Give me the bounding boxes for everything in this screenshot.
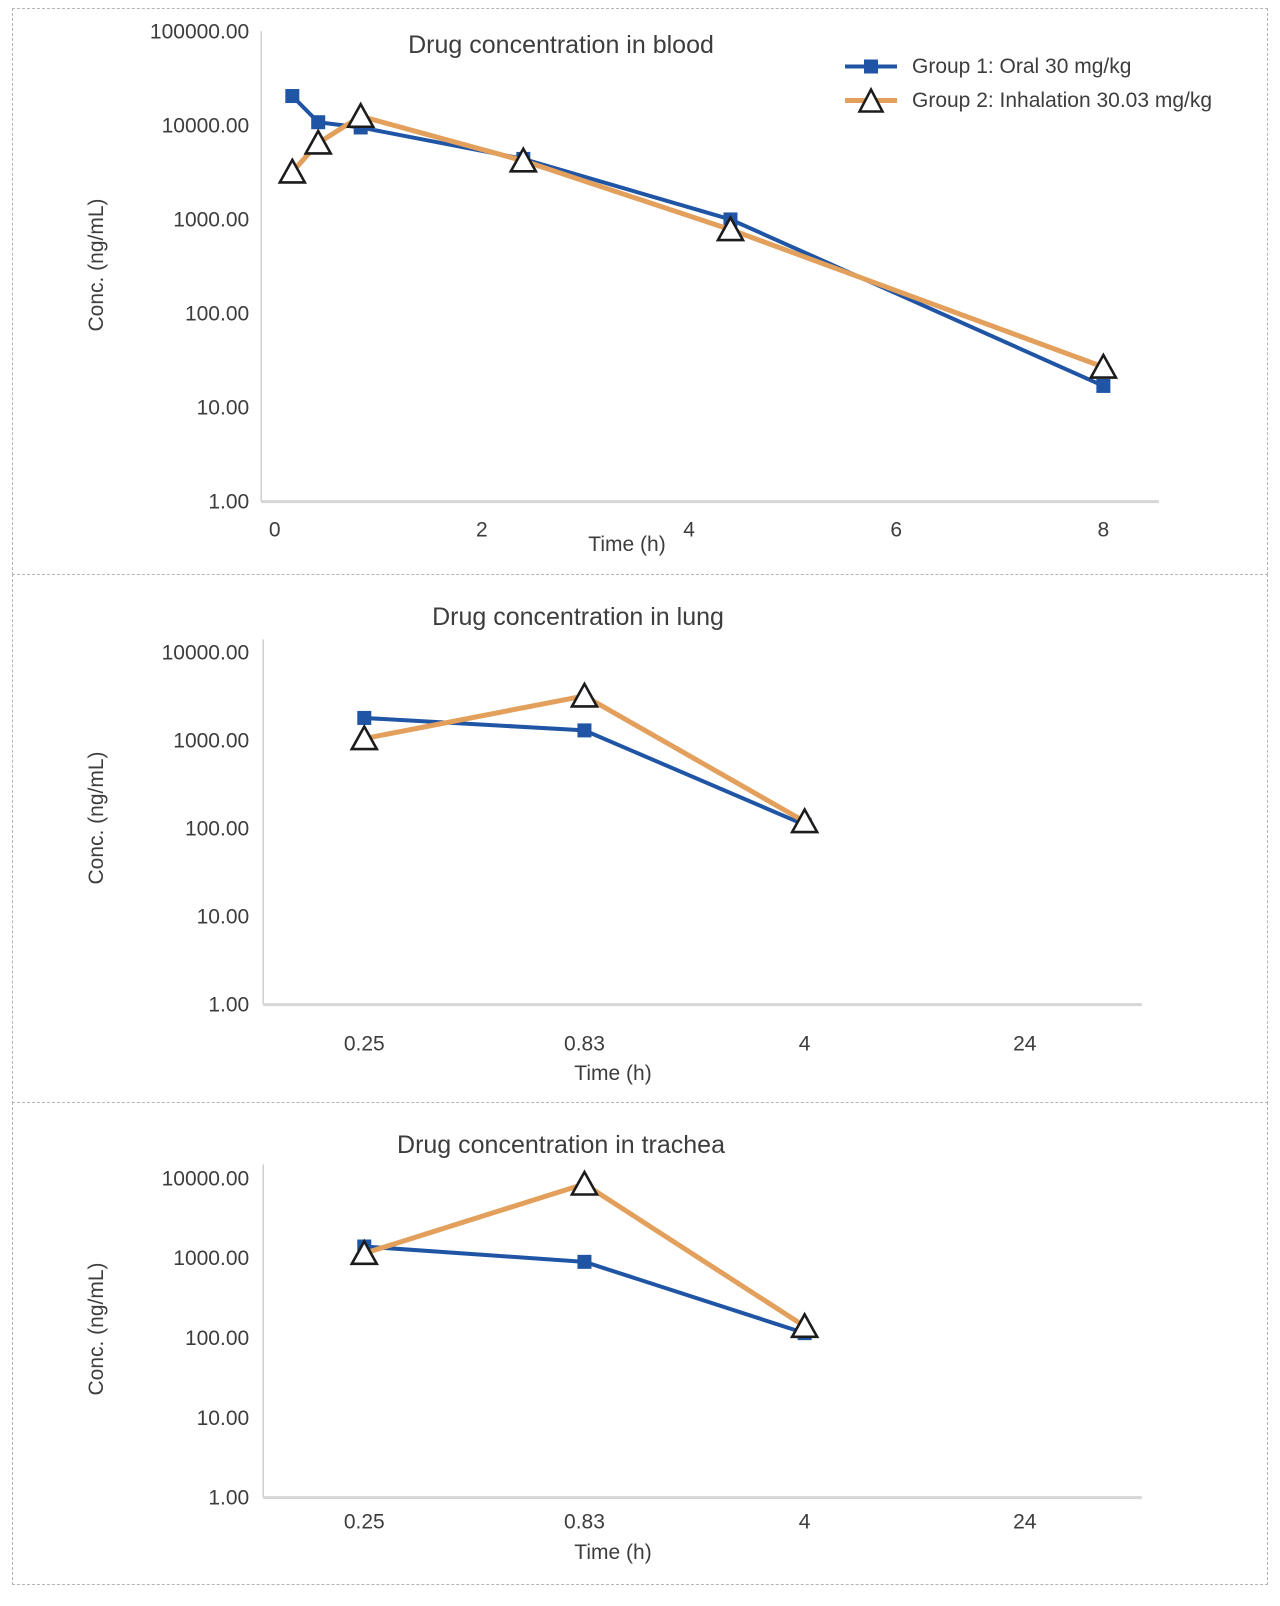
data-marker-triangle: [569, 680, 600, 708]
panel-lung-chart: 10000.00 1000.00 100.00 10.00 1.00 0.25 0.83 4 2…: [12, 573, 1268, 1104]
y-tick-label: 100000.00: [150, 20, 249, 43]
legend-label-group2: Group 2: Inhalation 30.03 mg/kg: [912, 88, 1213, 112]
legend: Group 1: Oral 30 mg/kg Group 2: Inhalati…: [845, 53, 1212, 114]
y-tick-label: 100.00: [185, 303, 249, 326]
data-marker-square: [311, 115, 326, 130]
chart-title-trachea: Drug concentration in trachea: [397, 1131, 725, 1159]
data-marker-square: [1096, 378, 1111, 393]
x-tick-label: 0.83: [564, 1032, 605, 1055]
series-line-inhalation: [290, 113, 1105, 370]
chart-title-lung: Drug concentration in lung: [432, 602, 724, 631]
y-tick-label: 100.00: [185, 1327, 249, 1350]
data-marker-triangle: [1088, 352, 1119, 379]
data-marker-triangle: [508, 146, 539, 173]
x-tick-label: 0: [269, 519, 281, 542]
legend-item-group2-inhalation: Group 2: Inhalation 30.03 mg/kg: [845, 87, 1212, 114]
y-tick-label: 10000.00: [162, 641, 250, 664]
y-tick-label: 1000.00: [173, 208, 249, 231]
panel-blood-chart: 100000.00 10000.00 1000.00 100.00 10.00 1.00 0…: [12, 8, 1268, 575]
y-tick-label: 10000.00: [162, 1167, 250, 1190]
y-tick-label: 10000.00: [162, 114, 250, 137]
data-marker-square: [577, 722, 592, 737]
trachea-chart-canvas: 10000.00 1000.00 100.00 10.00 1.00 0.25 0.83 4 2…: [162, 1164, 1142, 1534]
data-marker-triangle: [349, 723, 380, 750]
data-marker-triangle: [277, 157, 308, 184]
x-axis-title-lung: Time (h): [574, 1061, 652, 1085]
x-tick-label: 8: [1098, 519, 1110, 542]
y-tick-label: 100.00: [185, 817, 249, 840]
data-marker-triangle: [569, 1169, 600, 1196]
chart-title-blood: Drug concentration in blood: [408, 31, 714, 59]
panel-trachea-chart: 10000.00 1000.00 100.00 10.00 1.00 0.25 0.83 4 2…: [12, 1102, 1268, 1585]
blood-chart-canvas: 100000.00 10000.00 1000.00 100.00 10.00 1.00 0…: [150, 20, 1159, 542]
x-tick-label: 0.25: [344, 1032, 385, 1055]
y-tick-label: 10.00: [197, 905, 250, 928]
y-tick-label: 1.00: [208, 1487, 249, 1510]
data-marker-triangle: [715, 214, 746, 242]
y-tick-label: 1000.00: [173, 1247, 249, 1270]
y-axis-title-trachea: Conc. (ng/mL): [85, 1262, 108, 1396]
x-tick-label: 0.25: [344, 1511, 385, 1534]
x-tick-label: 4: [799, 1032, 811, 1055]
series-line-oral: [290, 94, 1105, 388]
y-tick-label: 1000.00: [173, 729, 249, 752]
data-marker-square: [357, 710, 372, 725]
y-axis-title-lung: Conc. (ng/mL): [85, 750, 108, 885]
data-marker-square: [577, 1254, 592, 1269]
data-marker-triangle: [789, 806, 820, 833]
data-marker-triangle: [303, 128, 333, 155]
x-tick-label: 0.83: [564, 1511, 605, 1534]
x-tick-label: 4: [683, 519, 695, 542]
x-tick-label: 24: [1013, 1032, 1037, 1055]
series-line-inhalation: [363, 692, 806, 824]
data-marker-triangle: [349, 1238, 380, 1266]
legend-swatch-oral-square-icon: [845, 59, 897, 74]
data-marker-square: [285, 89, 300, 104]
x-tick-label: 24: [1013, 1511, 1037, 1534]
legend-label-group1: Group 1: Oral 30 mg/kg: [912, 54, 1132, 78]
data-marker-triangle: [345, 101, 376, 129]
x-tick-label: 6: [890, 519, 902, 542]
x-axis-title-trachea: Time (h): [574, 1541, 652, 1564]
lung-chart-canvas: 10000.00 1000.00 100.00 10.00 1.00 0.25 0.83 4 2…: [162, 638, 1142, 1055]
y-tick-label: 1.00: [208, 491, 249, 514]
y-tick-label: 1.00: [208, 993, 249, 1016]
legend-swatch-inhalation-triangle-icon: [845, 87, 897, 113]
legend-item-group1-oral: Group 1: Oral 30 mg/kg: [845, 53, 1212, 80]
data-marker-triangle: [789, 1311, 820, 1339]
x-axis-title-blood: Time (h): [588, 533, 666, 556]
y-tick-label: 10.00: [197, 397, 250, 420]
y-tick-label: 10.00: [197, 1407, 250, 1430]
x-tick-label: 2: [476, 519, 488, 542]
x-tick-label: 4: [799, 1511, 811, 1534]
y-axis-title-blood: Conc. (ng/mL): [85, 198, 108, 332]
